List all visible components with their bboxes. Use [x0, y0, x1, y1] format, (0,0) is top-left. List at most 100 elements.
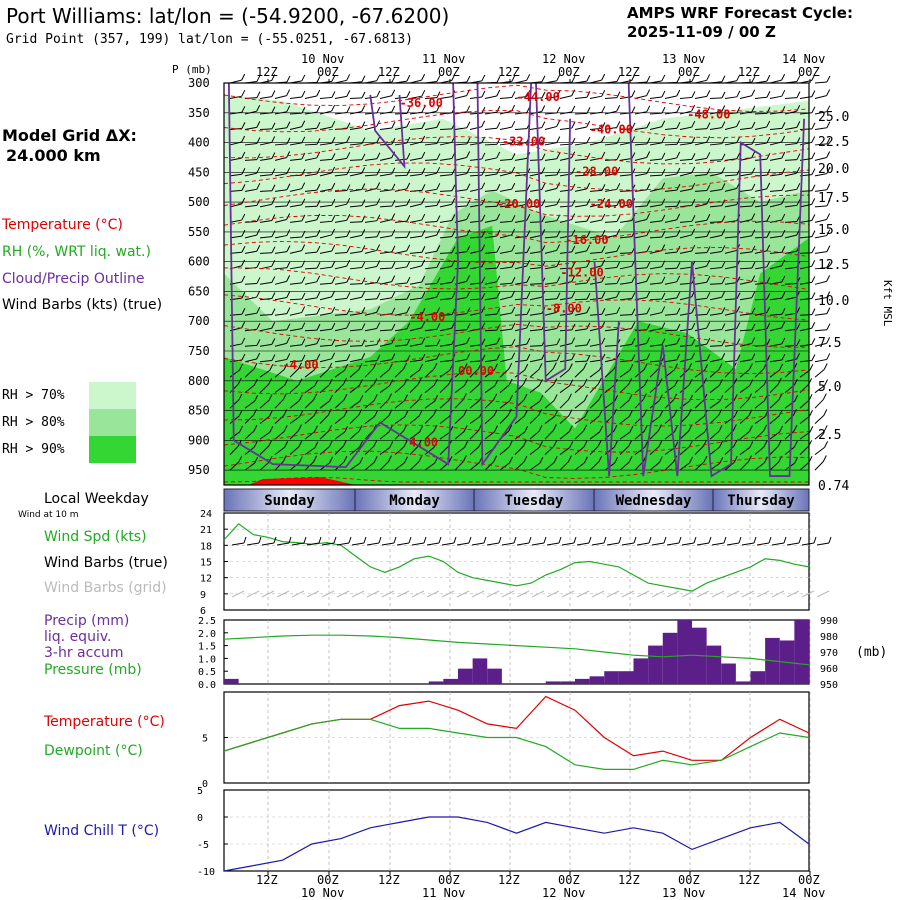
wind-barb	[379, 173, 392, 177]
wind-barb-flag	[826, 261, 831, 268]
wind-barb	[664, 251, 677, 254]
wind-barb	[529, 345, 543, 347]
wind-barb-flag	[811, 322, 816, 329]
wind-barb-flag	[751, 213, 756, 220]
wind-barb-flag	[421, 184, 426, 191]
wind-barb-flag	[676, 89, 681, 97]
wind-barb-flag	[601, 73, 606, 81]
wind-barb-flag	[256, 323, 261, 330]
wind-barb-flag	[253, 362, 258, 370]
wind-barb-flag	[391, 245, 396, 253]
wind-barb-flag	[571, 307, 576, 315]
wind-barb	[664, 95, 677, 99]
surface-wind-barb-true	[636, 542, 650, 546]
wind-barb	[544, 220, 557, 223]
wind-barb-flag	[751, 105, 756, 113]
wind-barb-flag	[658, 440, 663, 447]
wind-barb-flag	[688, 424, 693, 432]
wind-barb-flag	[436, 323, 441, 330]
wind-barb-flag	[601, 106, 606, 113]
wind-barb	[274, 358, 287, 363]
wind-y-tick: 15	[200, 558, 212, 569]
wind-barb	[649, 126, 662, 130]
wind-barb	[679, 142, 692, 146]
wind-barb-flag	[691, 182, 696, 190]
surface-wind-barb-true-flag	[453, 536, 457, 544]
wind-barb	[349, 267, 362, 270]
wind-barb-flag	[721, 91, 726, 99]
wind-barb-flag	[359, 379, 363, 386]
wind-barb-flag	[526, 354, 531, 361]
wind-barb-flag	[658, 456, 663, 463]
wind-barb-flag	[241, 73, 246, 81]
wind-barb	[709, 97, 723, 99]
wind-barb	[439, 141, 452, 146]
wind-barb	[634, 399, 644, 409]
wind-barb-flag	[646, 105, 651, 112]
wind-barb	[799, 431, 811, 440]
temperature-contour	[223, 450, 810, 479]
cloud-outlines	[227, 82, 806, 478]
wind-barb	[619, 369, 631, 378]
wind-barb	[574, 298, 588, 301]
wind-barb-flag	[781, 135, 786, 143]
date-label-top: 10 Nov	[301, 52, 344, 66]
wind-barb	[364, 282, 377, 285]
wind-barb-flag	[301, 292, 306, 300]
wind-barb	[619, 158, 632, 161]
wind-barb-flag	[616, 75, 621, 82]
wind-barb-flag	[361, 153, 366, 161]
wind-barb-flag	[826, 75, 831, 83]
wind-barb-flag	[646, 307, 651, 314]
wind-barb-flag	[406, 182, 411, 190]
wind-barb	[694, 141, 707, 146]
wind-barb-flag	[494, 379, 499, 387]
legend-temperature-2: Temperature (°C)	[44, 714, 165, 730]
wind-barb-flag	[496, 138, 501, 145]
wind-barb-flag	[601, 246, 606, 253]
wind-barb-flag	[661, 74, 666, 82]
wind-barb-flag	[286, 291, 291, 298]
surface-wind-barb-true-flag	[738, 536, 742, 544]
wind-barb-flag	[689, 456, 694, 464]
wind-barb-flag	[286, 183, 291, 190]
wind-barb-flag	[346, 308, 351, 315]
wind-barb	[334, 173, 347, 177]
wind-barb	[739, 399, 749, 409]
surface-wind-barb-grid	[756, 590, 770, 598]
wind-barb-flag	[721, 291, 726, 298]
wind-barb-flag	[811, 354, 816, 361]
wind-barb-flag	[631, 74, 636, 81]
wind-barb-flag	[404, 394, 408, 402]
wind-barb-flag	[601, 229, 606, 237]
legend-rh90: RH > 90%	[2, 442, 65, 457]
wind-barb	[229, 127, 242, 130]
wind-barb	[514, 157, 527, 161]
wind-barb	[394, 328, 407, 332]
wind-barb	[289, 446, 300, 455]
wind-barb	[664, 157, 677, 161]
wind-barb-flag	[706, 275, 711, 283]
wind-barb-flag	[271, 152, 276, 159]
wind-barb	[259, 359, 272, 363]
wind-barb	[394, 298, 408, 301]
wind-barb-flag	[658, 394, 663, 401]
wind-barb	[274, 385, 285, 394]
wind-barb-flag	[526, 197, 531, 205]
wind-barb-flag	[628, 456, 633, 463]
wind-barb	[754, 416, 766, 425]
wind-barb	[619, 431, 631, 440]
wind-barb-flag	[766, 322, 771, 330]
wind-barb-flag	[376, 136, 381, 143]
wind-barb-flag	[511, 91, 516, 98]
wind-barb	[679, 220, 692, 223]
wind-barb	[814, 127, 827, 130]
wind-barb-flag	[616, 153, 621, 160]
wind-barb	[784, 221, 798, 223]
wind-barb-flag	[809, 364, 814, 371]
wind-barb	[574, 360, 588, 363]
wind-barb	[589, 235, 602, 239]
wind-barb-flag	[256, 228, 261, 236]
precip-bar	[589, 676, 605, 684]
wind-barb	[499, 414, 509, 425]
